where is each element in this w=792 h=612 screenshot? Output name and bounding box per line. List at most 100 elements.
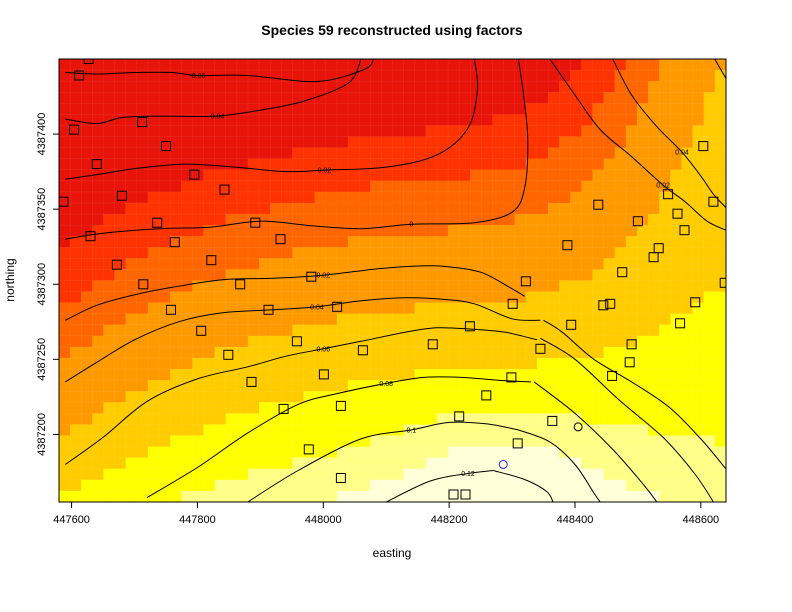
- heatmap-cell: [614, 380, 627, 392]
- heatmap-cell: [203, 468, 216, 481]
- heatmap-cell: [703, 147, 716, 160]
- heatmap-cell: [348, 380, 360, 392]
- heatmap-cell: [225, 191, 238, 204]
- heatmap-cell: [336, 247, 349, 259]
- heatmap-cell: [692, 468, 705, 481]
- heatmap-cell: [136, 358, 149, 370]
- heatmap-cell: [670, 413, 683, 426]
- heatmap-cell: [270, 180, 282, 193]
- heatmap-cell: [525, 391, 538, 403]
- heatmap-cell: [525, 324, 538, 337]
- heatmap-cell: [603, 446, 616, 459]
- heatmap-cell: [236, 413, 249, 426]
- heatmap-cell: [147, 103, 160, 115]
- heatmap-cell: [81, 402, 93, 414]
- heatmap-cell: [147, 92, 160, 104]
- heatmap-cell: [548, 402, 560, 414]
- site-marker: [223, 349, 234, 360]
- heatmap-cell: [581, 402, 594, 414]
- heatmap-cell: [648, 324, 660, 337]
- heatmap-cell: [659, 169, 672, 182]
- heatmap-cell: [270, 214, 282, 226]
- heatmap-cell: [292, 158, 305, 171]
- heatmap-cell: [592, 136, 605, 149]
- heatmap-cell: [492, 136, 505, 149]
- heatmap-cell: [81, 413, 93, 426]
- heatmap-cell: [159, 413, 171, 426]
- heatmap-cell: [581, 214, 594, 226]
- heatmap-cell: [448, 446, 460, 459]
- heatmap-cell: [92, 180, 105, 193]
- heatmap-cell: [537, 402, 549, 414]
- heatmap-cell: [525, 424, 538, 437]
- heatmap-cell: [103, 269, 116, 282]
- heatmap-cell: [114, 81, 127, 93]
- heatmap-cell: [92, 369, 105, 381]
- heatmap-cell: [247, 479, 260, 492]
- heatmap-cell: [203, 180, 216, 193]
- heatmap-cell: [625, 258, 638, 271]
- heatmap-cell: [103, 158, 116, 171]
- heatmap-cell: [236, 114, 249, 127]
- heatmap-cell: [425, 313, 438, 326]
- heatmap-cell: [525, 136, 538, 149]
- heatmap-cell: [214, 236, 227, 248]
- heatmap-cell: [303, 435, 316, 448]
- heatmap-cell: [147, 180, 160, 193]
- heatmap-cell: [147, 158, 160, 171]
- heatmap-cell: [181, 358, 193, 370]
- heatmap-cell: [81, 446, 93, 459]
- heatmap-cell: [603, 225, 616, 237]
- heatmap-cell: [59, 413, 71, 426]
- heatmap-cell: [459, 291, 471, 304]
- heatmap-cell: [214, 247, 227, 259]
- heatmap-cell: [303, 446, 316, 459]
- heatmap-cell: [159, 158, 171, 171]
- heatmap-cell: [247, 402, 260, 414]
- heatmap-cell: [625, 214, 638, 226]
- heatmap-cell: [592, 169, 605, 182]
- heatmap-cell: [570, 70, 583, 82]
- heatmap-cell: [392, 225, 405, 237]
- heatmap-cell: [403, 479, 416, 492]
- site-marker: [675, 318, 686, 329]
- heatmap-cell: [614, 424, 627, 437]
- heatmap-cell: [592, 346, 605, 359]
- contour-label: -0.04: [208, 114, 224, 121]
- heatmap-cell: [648, 346, 660, 359]
- heatmap-cell: [136, 125, 149, 138]
- heatmap-cell: [481, 214, 494, 226]
- heatmap-cell: [525, 269, 538, 282]
- heatmap-cell: [614, 358, 627, 370]
- heatmap-cell: [381, 236, 394, 248]
- heatmap-cell: [259, 136, 271, 149]
- heatmap-cell: [470, 358, 483, 370]
- heatmap-cell: [659, 125, 672, 138]
- heatmap-cell: [525, 457, 538, 470]
- heatmap-cell: [425, 258, 438, 271]
- heatmap-cell: [59, 380, 71, 392]
- heatmap-cell: [681, 291, 694, 304]
- heatmap-cell: [125, 468, 138, 481]
- heatmap-cell: [225, 114, 238, 127]
- site-marker: [335, 473, 346, 483]
- heatmap-cell: [581, 225, 594, 237]
- heatmap-cell: [637, 202, 649, 215]
- heatmap-cell: [514, 313, 527, 326]
- heatmap-cell: [392, 125, 405, 138]
- heatmap-cell: [147, 236, 160, 248]
- heatmap-cell: [592, 147, 605, 160]
- heatmap-cell: [492, 424, 505, 437]
- heatmap-cell: [570, 269, 583, 282]
- heatmap-cell: [659, 490, 672, 502]
- heatmap-cell: [603, 291, 616, 304]
- heatmap-cell: [537, 324, 549, 337]
- heatmap-cell: [59, 147, 71, 160]
- site-marker: [111, 259, 122, 270]
- heatmap-cell: [159, 468, 171, 481]
- heatmap-cell: [125, 258, 138, 271]
- heatmap-cell: [314, 92, 327, 104]
- heatmap-cell: [392, 103, 405, 115]
- heatmap-cell: [59, 313, 71, 326]
- heatmap-cell: [325, 114, 338, 127]
